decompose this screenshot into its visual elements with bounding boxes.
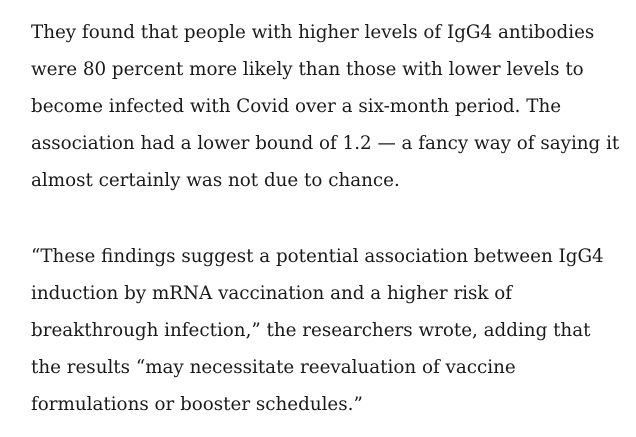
text-line: “These findings suggest a potential asso…	[31, 246, 604, 267]
text-line: become infected with Covid over a six-mo…	[31, 96, 562, 117]
text-line: association had a lower bound of 1.2 — a…	[31, 133, 620, 154]
text-line: almost certainly was not due to chance.	[31, 170, 400, 191]
text-line: induction by mRNA vaccination and a high…	[31, 283, 513, 304]
text-line: were 80 percent more likely than those w…	[31, 59, 584, 80]
text-line: They found that people with higher level…	[31, 22, 595, 43]
text-line: breakthrough infection,” the researchers…	[31, 320, 591, 341]
text-line: formulations or booster schedules.”	[31, 394, 363, 415]
text-line: the results “may necessitate reevaluatio…	[31, 357, 516, 378]
